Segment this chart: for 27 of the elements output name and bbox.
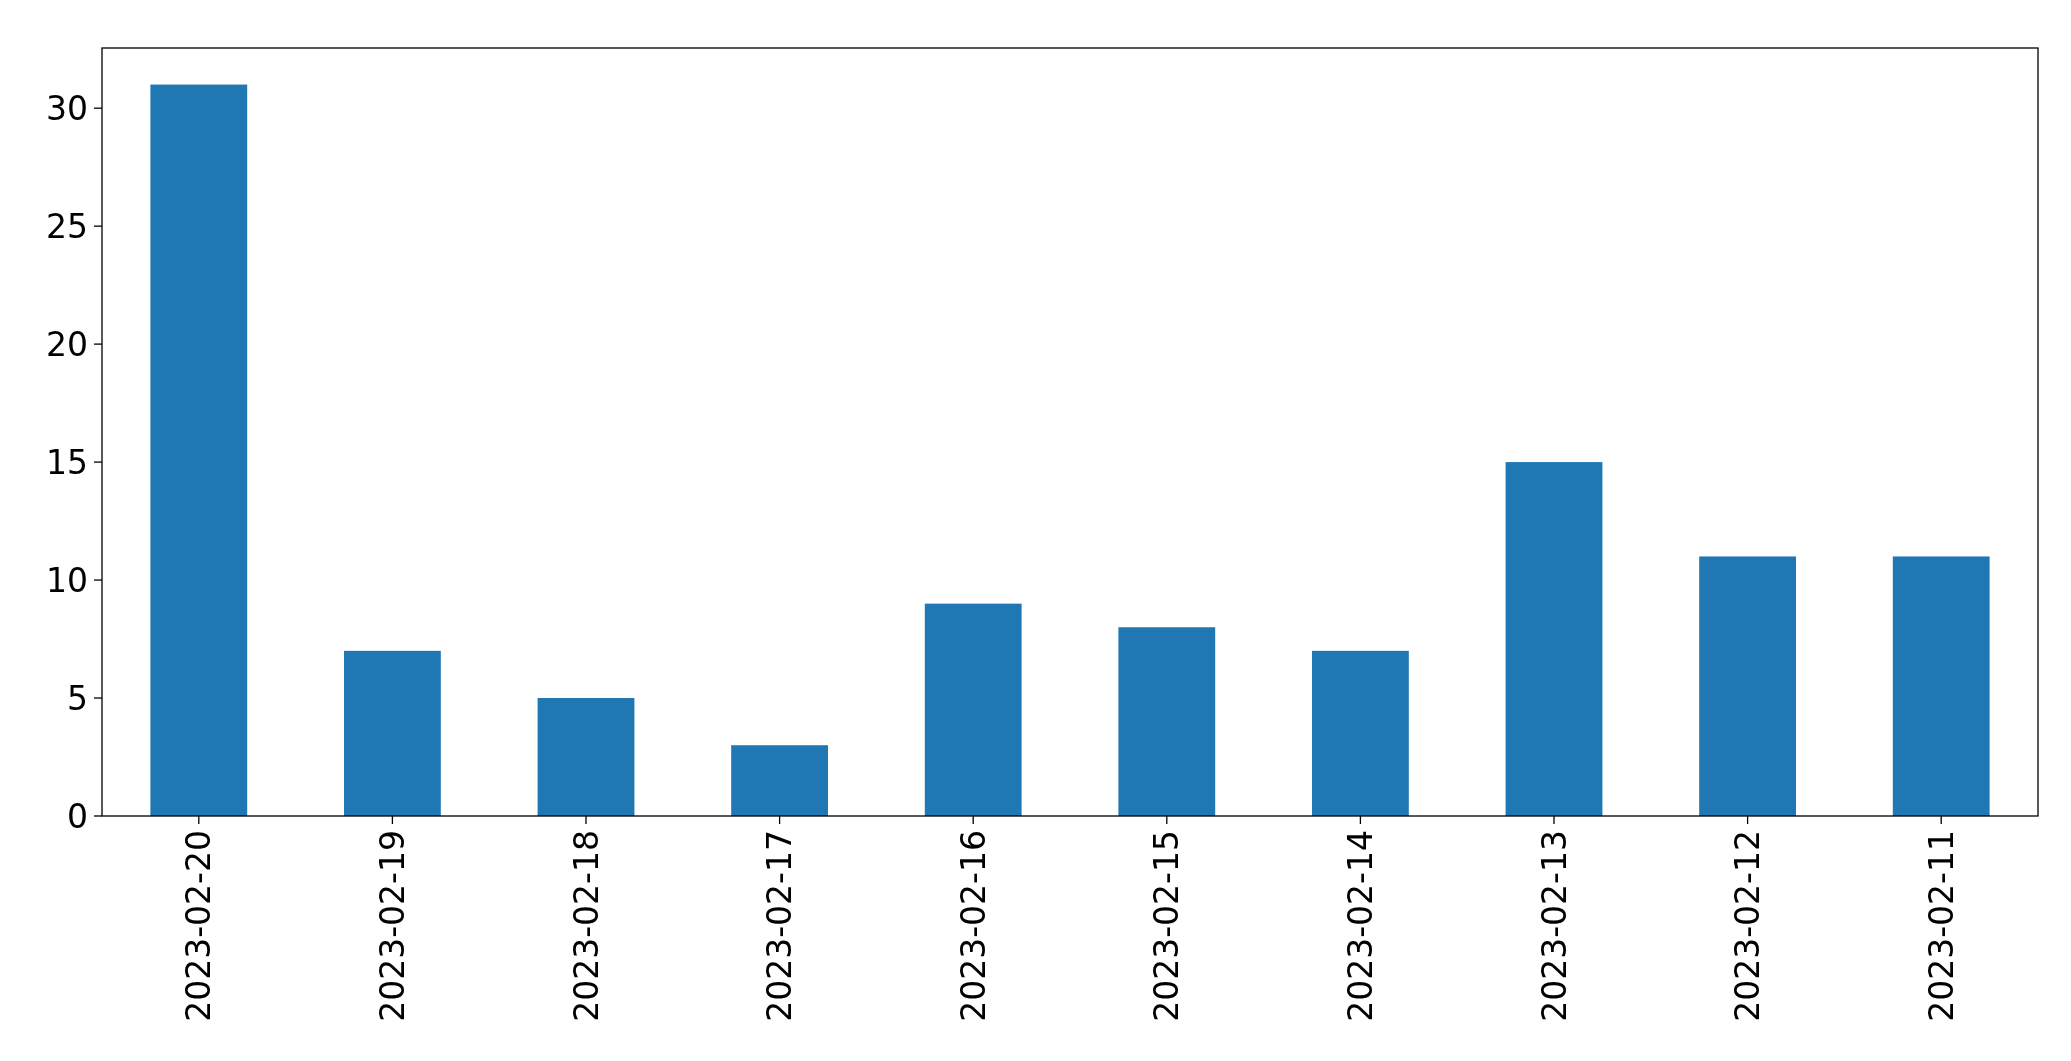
bar <box>924 603 1022 816</box>
x-tick-label: 2023-02-11 <box>1921 830 1961 1022</box>
y-tick-label: 20 <box>46 324 88 364</box>
bar <box>731 745 828 816</box>
bar <box>1892 556 1990 816</box>
x-tick-label: 2023-02-17 <box>760 830 800 1022</box>
bar <box>1699 556 1796 816</box>
x-tick-label: 2023-02-18 <box>566 830 606 1022</box>
bar <box>1505 462 1603 816</box>
x-tick-label: 2023-02-15 <box>1147 830 1187 1022</box>
bar <box>344 650 441 816</box>
y-tick-label: 0 <box>67 796 88 836</box>
y-tick-label: 30 <box>46 88 88 128</box>
bar <box>537 698 635 816</box>
bar <box>1312 650 1409 816</box>
y-tick-label: 10 <box>46 560 88 600</box>
bar <box>1118 627 1216 816</box>
x-tick-label: 2023-02-16 <box>953 830 993 1022</box>
x-tick-label: 2023-02-14 <box>1340 830 1380 1022</box>
bar <box>150 84 248 816</box>
y-tick-label: 5 <box>67 678 88 718</box>
y-tick-label: 15 <box>46 442 88 482</box>
x-tick-label: 2023-02-20 <box>179 830 219 1022</box>
x-tick-label: 2023-02-19 <box>372 830 412 1022</box>
y-tick-label: 25 <box>46 206 88 246</box>
x-tick-label: 2023-02-13 <box>1534 830 1574 1022</box>
x-tick-label: 2023-02-12 <box>1728 830 1768 1022</box>
